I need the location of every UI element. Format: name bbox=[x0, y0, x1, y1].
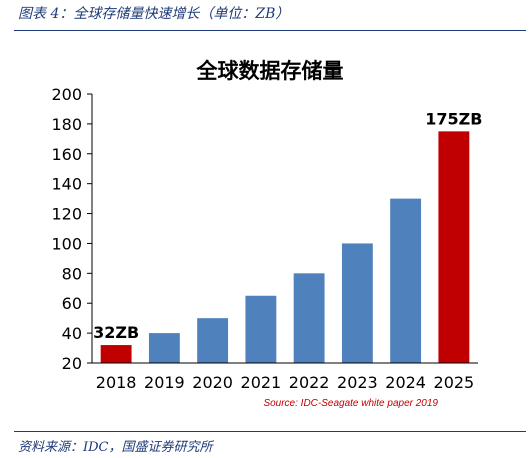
chart-title: 全球数据存储量 bbox=[196, 59, 344, 83]
y-axis: 20 40 60 80 100 120 140 160 180 200 bbox=[51, 85, 93, 373]
footer-source: 资料来源：IDC，国盛证券研究所 bbox=[18, 440, 213, 455]
bar-2024 bbox=[390, 198, 422, 363]
bar-2021 bbox=[245, 295, 277, 363]
bar-2025 bbox=[438, 131, 470, 363]
y-tick-label: 180 bbox=[51, 115, 82, 134]
x-tick-label: 2021 bbox=[241, 373, 282, 392]
x-tick-label: 2022 bbox=[289, 373, 330, 392]
y-tick-label: 80 bbox=[62, 264, 82, 283]
data-labels: 32ZB 175ZB bbox=[93, 109, 482, 342]
bars bbox=[100, 131, 470, 363]
bar-2019 bbox=[148, 333, 180, 363]
y-tick-label: 200 bbox=[51, 85, 82, 104]
figure-caption: 图表 4：全球存储量快速增长（单位：ZB） bbox=[18, 6, 290, 22]
caption-divider bbox=[14, 30, 526, 31]
y-tick-label: 140 bbox=[51, 175, 82, 194]
x-tick-label: 2024 bbox=[385, 373, 426, 392]
footer-divider bbox=[14, 431, 526, 432]
x-tick-label: 2023 bbox=[337, 373, 378, 392]
bar-2018 bbox=[100, 345, 132, 363]
y-tick-label: 120 bbox=[51, 205, 82, 224]
y-tick-label: 20 bbox=[62, 354, 82, 373]
y-tick-label: 40 bbox=[62, 324, 82, 343]
x-axis: 2018 2019 2020 2021 2022 2023 2024 2025 bbox=[92, 362, 478, 392]
x-tick-label: 2018 bbox=[96, 373, 137, 392]
data-label-2025: 175ZB bbox=[425, 109, 482, 128]
y-tick-label: 60 bbox=[62, 294, 82, 313]
x-tick-label: 2019 bbox=[144, 373, 185, 392]
data-label-2018: 32ZB bbox=[93, 323, 139, 342]
bar-2023 bbox=[341, 243, 373, 363]
chart-source-note: Source: IDC-Seagate white paper 2019 bbox=[263, 398, 438, 409]
y-tick-label: 160 bbox=[51, 145, 82, 164]
x-tick-label: 2020 bbox=[192, 373, 233, 392]
bar-2022 bbox=[293, 273, 325, 363]
bar-2020 bbox=[197, 318, 229, 363]
x-tick-label: 2025 bbox=[434, 373, 475, 392]
y-tick-label: 100 bbox=[51, 234, 82, 253]
